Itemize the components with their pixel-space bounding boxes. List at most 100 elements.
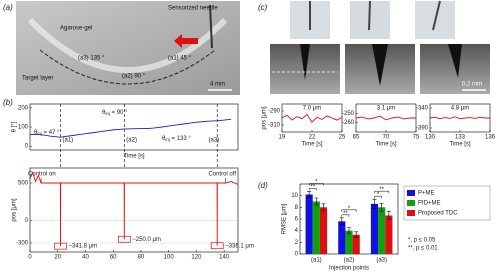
annotation: θinj = 133 °	[162, 136, 191, 143]
y-axis-label: RMSE [μm]	[282, 203, 288, 234]
needle-tip	[372, 44, 388, 86]
y-tick-label: 8	[295, 205, 299, 211]
panel-label: (c)	[258, 3, 268, 12]
y-tick-label: 0	[25, 144, 29, 150]
needle-tip	[300, 44, 310, 80]
significance-label: **	[310, 185, 315, 191]
y-axis-label: θ [°]	[12, 121, 18, 132]
significance-bracket	[308, 188, 317, 191]
x-tick-label: 75	[413, 135, 420, 141]
x-tick-label: 136	[485, 135, 496, 141]
y-tick-label: -290	[268, 109, 281, 115]
legend-swatch	[407, 210, 415, 216]
error-bar	[386, 211, 391, 220]
x-tick-label: (a1)	[311, 258, 322, 264]
y-tick-label: 6	[295, 217, 299, 223]
value-label: −250.0 μm	[132, 237, 161, 243]
x-tick-label: 133	[455, 135, 466, 141]
x-axis-label: Time [s]	[301, 142, 322, 148]
y-axis-label: pos [μm]	[262, 106, 268, 129]
x-tick-label: 70	[383, 135, 390, 141]
photo-label: 4 mm	[210, 82, 225, 88]
photo-a: Agarose-gel Sensorized needle Target lay…	[16, 1, 240, 95]
error-bar	[339, 217, 344, 226]
photo	[16, 1, 240, 95]
bar	[338, 221, 346, 254]
bar	[305, 194, 313, 254]
x-tick-label: 80	[138, 255, 145, 261]
error-bar	[314, 197, 319, 206]
gel-edge	[27, 17, 228, 73]
photo-c: 0.2 mm	[270, 0, 490, 94]
error-bar	[372, 198, 377, 209]
y-tick-label: -340	[416, 106, 429, 112]
plot-title: 7.0 μm	[303, 106, 321, 112]
arrow	[174, 34, 198, 48]
significance-label: **	[379, 187, 384, 193]
significance-bracket	[308, 183, 324, 186]
x-tick-label: 130	[425, 135, 436, 141]
x-tick-label: 40	[82, 255, 89, 261]
annotation: θinj = 47 °	[34, 130, 60, 137]
legend-frame	[403, 185, 491, 221]
value-label: −341.8 μm	[69, 244, 98, 250]
annotation-symbol: θ	[34, 130, 38, 136]
error-bar	[354, 231, 359, 238]
plot-title: 3.1 μm	[377, 106, 395, 112]
x-tick-label: 25	[339, 135, 346, 141]
data-line	[281, 113, 343, 123]
bar	[312, 201, 320, 254]
x-tick-label: 19	[279, 135, 286, 141]
injection-label: (a1)	[63, 138, 74, 144]
y-tick-label: -390	[416, 126, 429, 132]
annotation-text: = 90 °	[110, 110, 128, 116]
annotation-subscript: inj	[165, 137, 170, 142]
bar	[385, 215, 393, 254]
photo-label: (a2) 90 °	[122, 74, 146, 80]
x-tick-label: 65	[353, 135, 360, 141]
scale-label: 0.2 mm	[462, 82, 482, 88]
annotation-subscript: inj	[105, 111, 110, 116]
highlight-box	[54, 242, 67, 250]
data-line	[29, 171, 239, 247]
annotation-text: = 47 °	[42, 130, 60, 136]
injection-label: (a3)	[209, 138, 220, 144]
significance-label: *	[315, 180, 318, 186]
x-tick-label: (a3)	[376, 258, 387, 264]
injection-label: (a2)	[126, 138, 137, 144]
x-tick-label: 100	[164, 255, 175, 261]
annotation: θinj = 90 °	[102, 110, 128, 117]
x-tick-label: 20	[54, 255, 61, 261]
y-tick-label: -260	[342, 120, 355, 126]
needle	[368, 0, 371, 31]
panel-label: (b)	[3, 98, 13, 107]
y-tick-label: 200	[18, 105, 29, 111]
x-tick-label: 140	[219, 255, 230, 261]
x-axis-label: Time [s]	[449, 142, 470, 148]
y-tick-label: 100	[18, 125, 29, 131]
error-bar	[347, 227, 351, 234]
annotation-symbol: θ	[162, 136, 166, 142]
panel-label: (d)	[258, 181, 268, 190]
x-axis-label: Time [s]	[375, 142, 396, 148]
significance-label: *	[348, 206, 351, 212]
significance-label: *	[377, 192, 380, 198]
y-axis-label: pos [μm]	[12, 198, 18, 221]
note: *, p ≤ 0.05	[408, 238, 436, 244]
x-tick-label: 0	[28, 255, 32, 261]
photo-label: Agarose-gel	[60, 26, 92, 32]
significance-bracket	[374, 195, 382, 199]
x-axis-label: Time [s]	[123, 154, 144, 160]
legend-label: Proposed TDC	[418, 211, 458, 217]
x-tick-label: 60	[110, 255, 117, 261]
highlight-box	[117, 235, 131, 243]
photo-label: (a3) 135 °	[78, 56, 105, 62]
bar	[345, 230, 353, 254]
y-tick-label: 10	[291, 193, 298, 199]
significance-label: **	[343, 211, 348, 217]
x-tick-label: 22	[309, 135, 316, 141]
legend-swatch	[407, 190, 415, 196]
x-tick-label: 120	[191, 255, 202, 261]
significance-bracket	[341, 209, 357, 212]
plot-title: 4.8 μm	[451, 106, 469, 112]
